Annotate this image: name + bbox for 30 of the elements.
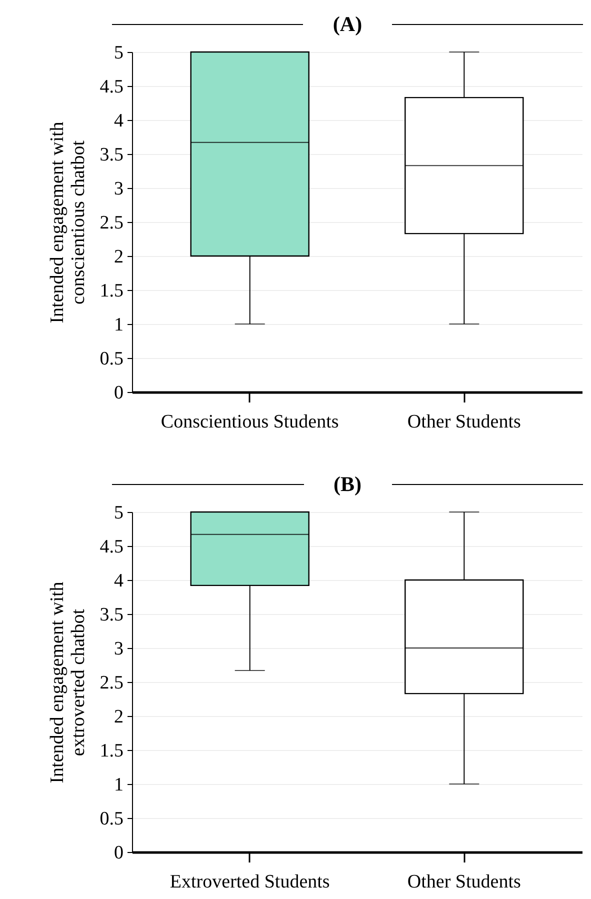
y-tick-label: 1 (114, 314, 124, 336)
y-tick-label: 4 (114, 110, 124, 132)
chart-title: (B) (332, 472, 362, 496)
y-tick-label: 0 (114, 842, 124, 864)
x-tick-label: Extroverted Students (170, 872, 330, 892)
x-tick-label: Other Students (407, 412, 521, 432)
y-tick-label: 2.5 (100, 672, 124, 694)
y-tick-label: 2 (114, 706, 124, 728)
x-tick-label: Other Students (407, 872, 521, 892)
y-tick-label: 4.5 (100, 536, 124, 558)
y-tick-label: 1.5 (100, 740, 124, 762)
y-tick-label: 4 (114, 570, 124, 592)
y-tick-label: 2 (114, 246, 124, 268)
y-tick-label: 2.5 (100, 212, 124, 234)
y-tick-label: 5 (114, 42, 124, 64)
chart-title: (A) (332, 12, 364, 36)
y-tick-label: 4.5 (100, 76, 124, 98)
y-tick-label: 0 (114, 382, 124, 404)
y-tick-label: 3 (114, 178, 124, 200)
y-tick-label: 1 (114, 774, 124, 796)
y-tick-label: 0.5 (100, 348, 124, 370)
y-tick-label: 3.5 (100, 144, 124, 166)
y-axis-title: Intended engagement with conscientious chatbot (46, 121, 89, 324)
y-tick-label: 5 (114, 502, 124, 524)
y-tick-label: 3.5 (100, 604, 124, 626)
y-axis-title: Intended engagement with extroverted chatbot (46, 581, 89, 784)
x-tick-label: Conscientious Students (160, 412, 339, 432)
y-tick-label: 3 (114, 638, 124, 660)
y-tick-label: 0.5 (100, 808, 124, 830)
y-tick-label: 1.5 (100, 280, 124, 302)
